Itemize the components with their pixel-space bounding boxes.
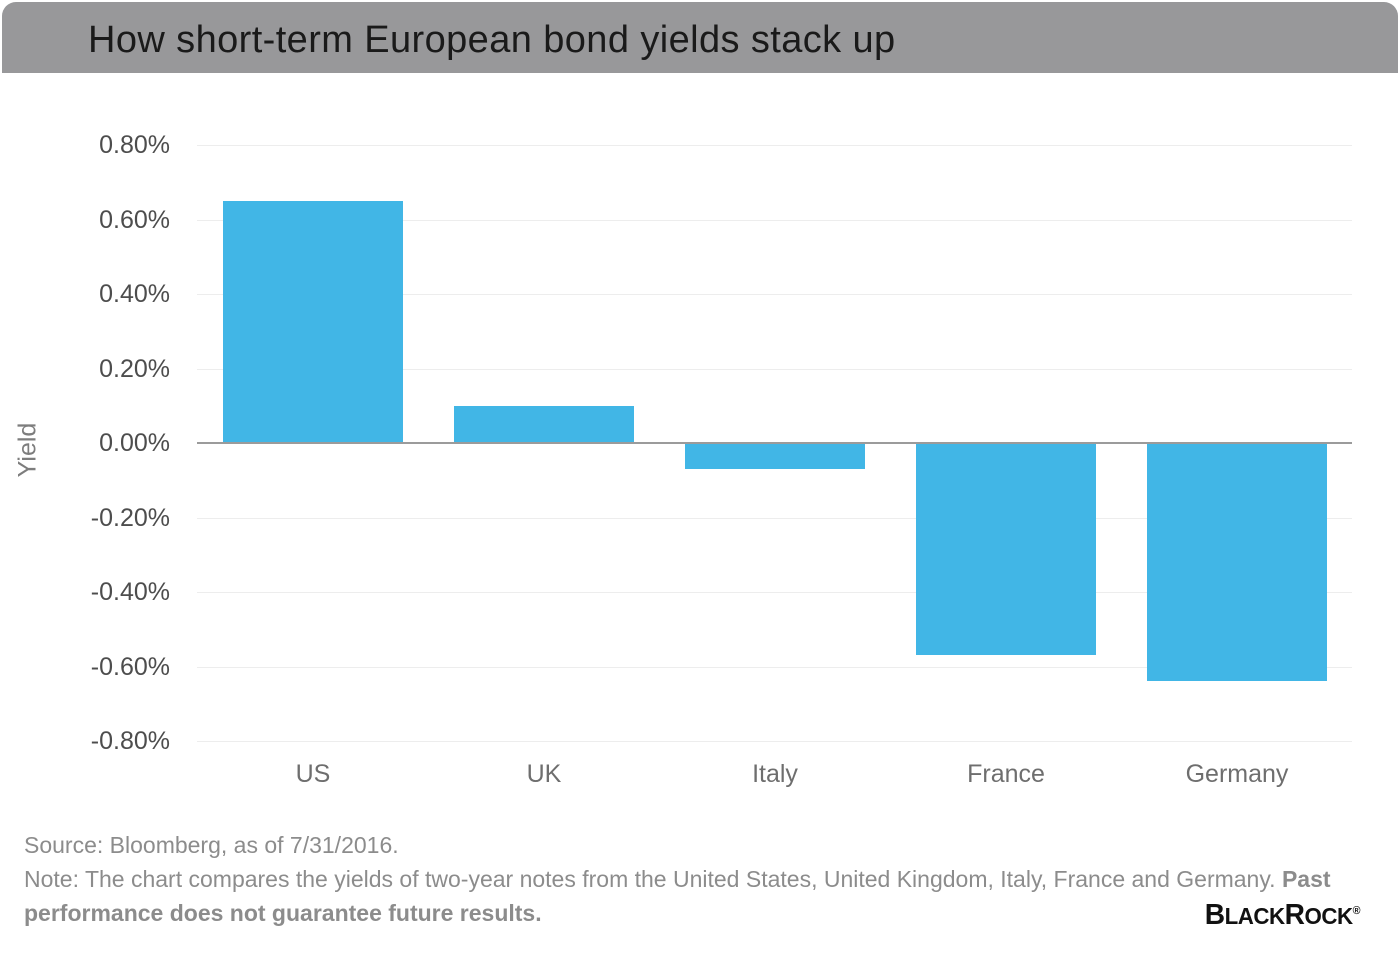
chart-title-bar: How short-term European bond yields stac… [2, 2, 1398, 73]
chart-title: How short-term European bond yields stac… [88, 18, 896, 61]
y-tick-label: -0.20% [90, 504, 170, 532]
logo-letter: R [1284, 899, 1305, 931]
logo-letters: OCK [1304, 903, 1353, 929]
disclaimer-text: Past performance does not guarantee futu… [24, 866, 1331, 926]
blackrock-logo: BLACKROCK® [1204, 899, 1361, 932]
y-tick-label: 0.60% [99, 206, 170, 234]
source-text: Source: Bloomberg, as of 7/31/2016. [24, 832, 399, 858]
x-label-us: US [295, 760, 331, 788]
y-tick-label: 0.40% [99, 280, 170, 308]
bar-us [223, 201, 403, 443]
gridline [197, 220, 1352, 221]
registered-trademark-icon: ® [1352, 905, 1361, 917]
x-label-france: France [967, 760, 1045, 788]
gridline [197, 369, 1352, 370]
bar-france [916, 443, 1096, 655]
x-label-germany: Germany [1185, 760, 1289, 788]
logo-letter: B [1204, 899, 1225, 931]
note-body: Note: The chart compares the yields of t… [24, 866, 1282, 892]
bar-italy [685, 443, 865, 469]
gridline [197, 294, 1352, 295]
gridline [197, 145, 1352, 146]
gridline [197, 741, 1352, 742]
logo-letters: LACK [1224, 903, 1286, 929]
x-label-italy: Italy [752, 760, 798, 788]
x-label-uk: UK [526, 760, 562, 788]
bar-uk [454, 406, 634, 443]
zero-axis-line [197, 442, 1352, 444]
y-tick-label: 0.00% [99, 429, 170, 457]
bar-germany [1147, 443, 1327, 681]
note-text: Note: The chart compares the yields of t… [24, 862, 1334, 930]
y-tick-label: -0.80% [90, 727, 170, 755]
y-tick-label: -0.40% [90, 578, 170, 606]
y-tick-label: 0.20% [99, 355, 170, 383]
y-axis-title: Yield [13, 422, 42, 478]
y-tick-label: 0.80% [99, 131, 170, 159]
gridline [197, 667, 1352, 668]
gridline [197, 592, 1352, 593]
y-tick-label: -0.60% [90, 653, 170, 681]
gridline [197, 518, 1352, 519]
